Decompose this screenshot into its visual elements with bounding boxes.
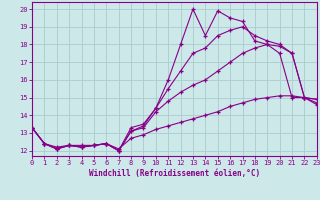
X-axis label: Windchill (Refroidissement éolien,°C): Windchill (Refroidissement éolien,°C) — [89, 169, 260, 178]
